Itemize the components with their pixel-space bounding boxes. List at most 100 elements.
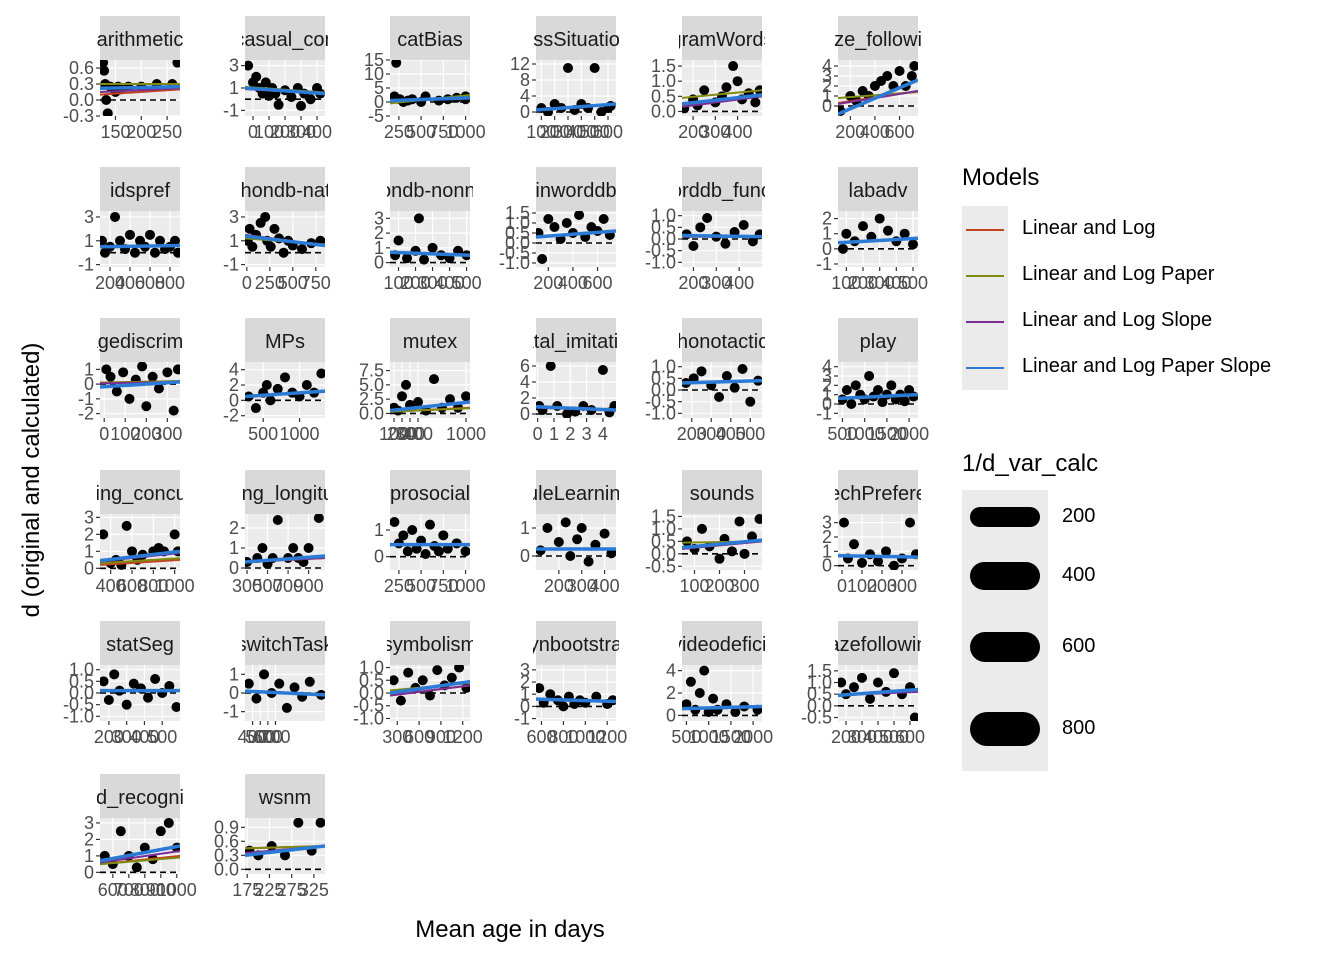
strip-title: symbolism [383, 634, 477, 656]
data-point [139, 842, 150, 853]
y-tick-label: 0.0 [69, 90, 94, 110]
data-point [296, 100, 306, 111]
y-tick-label: 1.5 [505, 203, 530, 223]
data-point [738, 220, 749, 230]
strip [682, 167, 762, 211]
strip [245, 167, 325, 211]
y-tick-label: 4 [666, 661, 676, 681]
data-point [874, 213, 885, 224]
y-tick-label: -0.5 [63, 695, 94, 715]
strip [245, 318, 325, 362]
data-point [894, 66, 905, 76]
data-point [100, 65, 110, 76]
strip-title: mutex [403, 331, 457, 353]
data-point [391, 60, 402, 68]
y-tick-label: 1.5 [651, 506, 676, 526]
x-tick-label: 400 [129, 727, 159, 747]
y-tick-label: 3 [374, 208, 384, 228]
data-point [850, 380, 861, 391]
data-point [128, 678, 139, 689]
strip-title: prosocial [390, 483, 470, 505]
x-tick-label: 750 [428, 122, 458, 142]
data-point [460, 546, 470, 557]
x-tick-label: 200 [835, 122, 865, 142]
data-point [737, 364, 748, 374]
y-tick-label: -0.5 [353, 696, 384, 716]
data-point [115, 235, 125, 246]
panel-phonotactics: phonotactics -1.0-0.50.00.51.0 20030040050… [645, 318, 765, 444]
data-point [105, 371, 116, 382]
y-tick-label: 0.0 [69, 683, 94, 703]
y-tick-label: 0.6 [214, 831, 239, 851]
x-tick-label: 400 [558, 273, 588, 293]
x-tick-label: 1000 [280, 424, 320, 444]
data-point [413, 213, 424, 224]
fit-line-linear-and-log-paper-slope [100, 243, 180, 249]
x-tick-label: 200 [678, 273, 708, 293]
data-point [454, 665, 465, 673]
x-tick-label: 500 [278, 273, 308, 293]
x-tick-label: 100 [831, 273, 861, 293]
y-tick-label: -0.5 [645, 392, 676, 412]
y-tick-label: -5 [368, 106, 384, 126]
data-point [419, 254, 430, 265]
strip-title: arithmetic [97, 29, 184, 51]
x-tick-label: 400 [435, 273, 465, 293]
x-tick-label: 0 [837, 576, 847, 596]
y-tick-label: 5 [374, 78, 384, 98]
x-tick-label: 100 [526, 122, 556, 142]
data-point [269, 223, 280, 234]
strip-title: sounds [690, 483, 755, 505]
x-tick-label: 600 [885, 122, 915, 142]
data-point [155, 235, 165, 246]
y-tick-label: 1 [229, 664, 239, 684]
data-point [747, 236, 758, 247]
y-tick-label: 0.0 [807, 696, 832, 716]
y-tick-label: 0 [229, 390, 239, 410]
y-tick-label: 2 [520, 672, 530, 692]
x-tick-label: 500 [147, 727, 177, 747]
y-tick-label: -0.5 [645, 556, 676, 576]
y-tick-label: 0 [822, 556, 832, 576]
y-axis-title: d (original and calculated) [18, 342, 45, 618]
panel-gazefollowing: gazefollowing -0.50.00.51.01.5 20030040050… [801, 621, 925, 747]
data-point [398, 530, 409, 541]
fit-line-linear-and-log [100, 88, 180, 96]
data-point [702, 213, 713, 223]
data-point [882, 71, 893, 81]
y-tick-label: -1 [816, 254, 832, 274]
x-tick-label: 200 [533, 273, 563, 293]
y-tick-label: -1 [78, 255, 94, 275]
x-tick-label: 400 [238, 727, 268, 747]
strip [838, 167, 918, 211]
x-tick-label: 0 [533, 424, 543, 444]
data-point [402, 253, 413, 264]
strip [245, 16, 325, 60]
data-point [846, 399, 857, 409]
data-point [141, 401, 152, 412]
y-tick-label: -1 [223, 255, 239, 275]
data-point [561, 218, 572, 228]
plot-area [682, 61, 762, 114]
x-tick-label: 500 [452, 273, 482, 293]
plot-area [100, 211, 180, 258]
x-tick-label: 200 [831, 727, 861, 747]
data-point [754, 514, 762, 524]
x-tick-label: 1500 [711, 727, 751, 747]
data-point [886, 380, 897, 391]
fit-line-linear-and-log-paper-slope [100, 84, 180, 91]
data-point [838, 677, 847, 688]
fit-line-linear-and-log-paper-slope [245, 389, 325, 399]
data-point [583, 556, 594, 567]
data-point [537, 254, 548, 264]
y-tick-label: 0.0 [651, 101, 676, 121]
data-point [171, 702, 180, 712]
strip [100, 621, 180, 665]
x-tick-label: 500 [245, 727, 275, 747]
data-point [272, 515, 283, 525]
x-tick-label: 200 [94, 727, 124, 747]
strip-title: play [860, 331, 897, 353]
